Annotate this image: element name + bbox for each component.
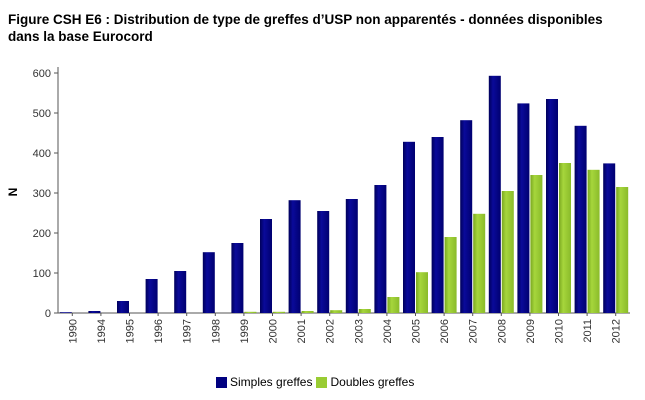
x-tick-label-2009: 2009: [525, 319, 537, 343]
bar-doubles-2000: [273, 311, 285, 313]
x-tick-label-1990: 1990: [67, 319, 79, 343]
legend-label-doubles: Doubles greffes: [330, 375, 415, 389]
bar-doubles-2002: [330, 310, 343, 313]
bar-doubles-2003: [358, 309, 371, 313]
y-tick-label: 400: [33, 148, 51, 160]
bar-simples-1990: [59, 312, 72, 313]
bar-doubles-2008: [501, 191, 514, 313]
bar-simples-2004: [374, 185, 387, 313]
x-tick-label-2001: 2001: [296, 319, 308, 343]
bar-simples-1999: [231, 243, 244, 313]
bar-doubles-2011: [587, 169, 600, 313]
bar-simples-2002: [317, 211, 330, 313]
chart-legend: Simples greffes Doubles greffes: [216, 374, 418, 390]
legend-item-doubles: Doubles greffes: [316, 375, 414, 389]
x-tick-label-2011: 2011: [582, 319, 594, 343]
bar-doubles-2009: [530, 175, 543, 313]
x-tick-label-1997: 1997: [182, 319, 194, 343]
bar-simples-2010: [546, 99, 558, 313]
legend-swatch-simples: [216, 376, 227, 388]
bar-doubles-1999: [244, 311, 257, 313]
x-tick-label-2008: 2008: [496, 319, 508, 343]
y-axis-label: N: [6, 188, 20, 197]
bar-doubles-2001: [301, 311, 314, 313]
x-tick-label-2010: 2010: [554, 319, 566, 343]
y-tick-label: 100: [33, 268, 51, 280]
bar-simples-1995: [117, 301, 129, 313]
legend-swatch-doubles: [316, 376, 328, 388]
bar-simples-1998: [202, 252, 215, 313]
x-tick-label-1994: 1994: [96, 319, 108, 343]
x-tick-label-2006: 2006: [439, 319, 451, 343]
bar-doubles-2012: [616, 187, 629, 313]
bar-doubles-2007: [473, 213, 486, 313]
bar-chart: 0 100 200 300 400 500 600 1990 1994 1995 1996 1997 1…: [6, 67, 630, 343]
x-tick-label-2003: 2003: [353, 319, 365, 343]
legend-item-simples: Simples greffes: [216, 375, 312, 389]
y-tick-label: 0: [45, 308, 51, 320]
legend-label-simples: Simples greffes: [230, 375, 313, 389]
bar-simples-1997: [174, 271, 187, 313]
bar-doubles-2005: [416, 272, 428, 313]
y-tick-label: 300: [33, 188, 51, 200]
bar-doubles-2006: [444, 237, 457, 313]
bar-simples-2000: [260, 219, 272, 313]
bar-simples-2009: [517, 103, 530, 314]
x-tick-label-1998: 1998: [210, 319, 222, 343]
bar-simples-2011: [574, 125, 587, 313]
x-tick-label-1996: 1996: [153, 319, 165, 343]
bar-simples-2005: [403, 141, 415, 313]
bar-doubles-2004: [387, 297, 400, 313]
bar-simples-2003: [345, 199, 358, 313]
x-tick-label-1995: 1995: [125, 319, 137, 343]
bar-simples-2006: [431, 137, 444, 313]
bar-simples-2008: [488, 75, 501, 313]
y-tick-label: 600: [33, 68, 51, 80]
bar-simples-2007: [460, 120, 473, 313]
y-tick-label: 500: [33, 108, 51, 120]
x-tick-label-2012: 2012: [611, 319, 623, 343]
x-tick-label-2002: 2002: [325, 319, 337, 343]
y-tick-label: 200: [33, 228, 51, 240]
bar-simples-2001: [288, 200, 301, 313]
x-tick-label-2000: 2000: [268, 319, 280, 343]
bar-simples-1996: [145, 279, 158, 313]
x-tick-label-2005: 2005: [411, 319, 423, 343]
x-tick-label-1999: 1999: [239, 319, 251, 343]
chart-bars: [59, 75, 629, 314]
bar-simples-1994: [88, 311, 101, 313]
x-tick-label-2007: 2007: [468, 319, 480, 343]
bar-simples-2012: [603, 163, 616, 313]
bar-doubles-2010: [559, 163, 571, 313]
chart-title: Figure CSH E6 : Distribution de type de …: [8, 12, 603, 44]
x-tick-label-2004: 2004: [382, 319, 394, 343]
